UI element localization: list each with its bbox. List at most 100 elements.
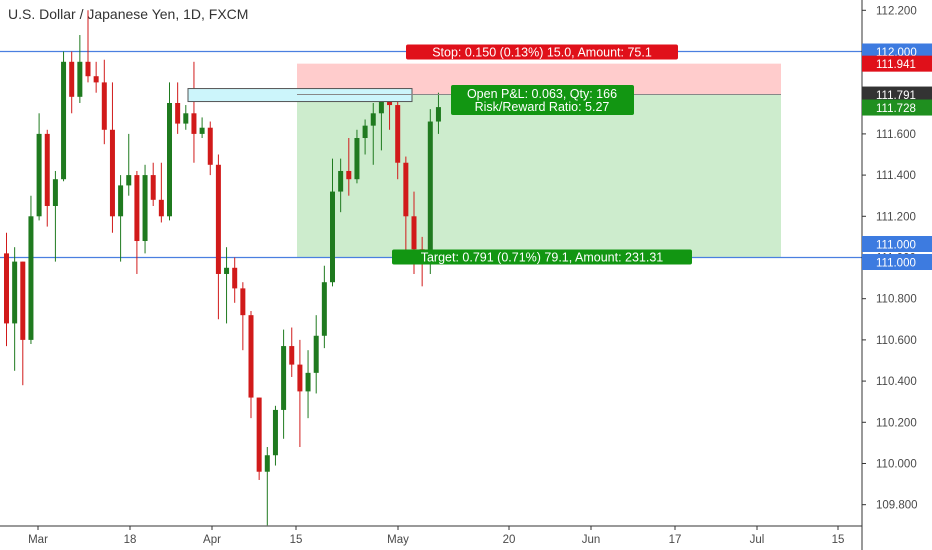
candle-body	[158, 199, 164, 217]
x-tick-label: May	[387, 534, 409, 546]
candle-body	[191, 113, 197, 134]
position-zones	[297, 63, 781, 258]
candle-body	[167, 102, 172, 217]
price-tag-text: 111.791	[876, 90, 916, 102]
price-tag: 111.728	[862, 99, 932, 116]
candle-body	[427, 121, 433, 254]
candle-body	[338, 170, 344, 192]
candle-body	[248, 315, 254, 398]
candle-body	[256, 397, 262, 472]
target-label-text: Target: 0.791 (0.71%) 79.1, Amount: 231.…	[421, 251, 664, 265]
candle-body	[240, 288, 246, 316]
y-tick-label: 110.600	[876, 335, 917, 347]
pnl-label-bg	[451, 85, 634, 115]
candle-body	[232, 267, 238, 289]
price-tag: 111.791	[862, 86, 932, 103]
candle-body	[346, 170, 352, 180]
candle-body	[362, 125, 368, 139]
candle-body	[134, 175, 140, 242]
candle-body	[85, 61, 91, 77]
target-label: Target: 0.791 (0.71%) 79.1, Amount: 231.…	[392, 249, 692, 265]
candle-body	[4, 253, 9, 324]
candle-body	[126, 175, 132, 186]
y-tick-label: 112.200	[876, 5, 917, 17]
candle-body	[150, 175, 156, 200]
y-tick-label: 111.600	[876, 129, 916, 141]
candle-body	[330, 191, 335, 283]
position-overlays: Stop: 0.150 (0.13%) 15.0, Amount: 75.1 Ta…	[187, 44, 781, 265]
candle-body	[264, 455, 270, 472]
stop-label-bg	[406, 44, 678, 60]
y-tick-label: 111.400	[876, 170, 916, 182]
price-tag: 111.000	[862, 254, 932, 270]
target-label-bg	[392, 249, 692, 265]
price-tag-bg	[862, 236, 932, 252]
chart-title: U.S. Dollar / Japanese Yen, 1D, FXCM	[8, 6, 249, 22]
price-tag: 111.000	[862, 236, 932, 252]
candle-body	[378, 100, 384, 114]
x-tick-label: 15	[832, 534, 845, 546]
target-zone	[297, 94, 781, 258]
x-tick-label: Jun	[582, 534, 601, 546]
x-tick-label: 20	[503, 534, 516, 546]
candle-body	[36, 133, 42, 217]
candle-body	[44, 133, 50, 206]
candle-body	[224, 267, 230, 274]
candles-group	[4, 10, 441, 526]
price-tag-bg	[862, 43, 932, 60]
candle-body	[321, 282, 327, 336]
price-tag-text: 111.000	[876, 258, 916, 270]
risk-reward-text: Risk/Reward Ratio: 5.27	[475, 100, 610, 114]
price-tag-text: 111.941	[876, 59, 916, 71]
candle-body	[183, 113, 189, 124]
candle-body	[52, 179, 58, 206]
candle-body	[395, 105, 401, 163]
candle-body	[411, 216, 417, 250]
candle-body	[281, 346, 287, 410]
price-tag-bg	[862, 86, 932, 103]
price-tags: 112.000111.941111.791111.728111.000111.0…	[862, 43, 932, 270]
price-tag-text: 111.000	[876, 240, 916, 252]
open-pnl-text: Open P&L: 0.063, Qty: 166	[467, 87, 617, 101]
x-tick-label: Jul	[750, 534, 765, 546]
y-tick-label: 110.000	[876, 458, 917, 470]
candle-body	[313, 335, 319, 373]
y-tick-label: 110.200	[876, 417, 917, 429]
stop-label-text: Stop: 0.150 (0.13%) 15.0, Amount: 75.1	[432, 46, 652, 60]
price-axis: 112.200112.000111.800111.600111.400111.2…	[861, 0, 918, 550]
x-tick-label: 18	[124, 534, 137, 546]
time-axis: Mar 18 Apr 15 May 20 Jun 17 Jul 15	[0, 525, 862, 546]
candle-body	[28, 216, 34, 340]
candle-body	[354, 138, 360, 180]
price-tag-bg	[862, 99, 932, 116]
price-tag-text: 111.728	[876, 103, 916, 115]
candle-body	[215, 164, 221, 274]
candle-body	[118, 185, 124, 217]
y-tick-label: 110.800	[876, 294, 917, 306]
price-tag-bg	[862, 254, 932, 270]
candle-body	[289, 346, 295, 365]
candle-body	[20, 261, 26, 340]
y-tick-label: 110.400	[876, 376, 917, 388]
candle-body	[199, 127, 205, 134]
x-tick-label: 17	[669, 534, 682, 546]
candle-body	[370, 113, 376, 126]
candle-body	[61, 61, 67, 180]
candle-body	[101, 82, 107, 130]
candle-body	[207, 127, 213, 165]
y-tick-label: 109.800	[876, 500, 918, 512]
price-tag-bg	[862, 55, 932, 72]
candle-body	[435, 107, 441, 122]
candle-body	[272, 409, 278, 456]
x-tick-label: 15	[290, 534, 303, 546]
x-tick-label: Mar	[28, 534, 48, 546]
price-tag: 111.941	[862, 55, 932, 72]
candle-body	[12, 261, 18, 324]
candle-body	[403, 162, 409, 217]
candle-body	[175, 102, 181, 124]
candle-body	[77, 61, 83, 97]
stop-label: Stop: 0.150 (0.13%) 15.0, Amount: 75.1	[406, 44, 678, 60]
candle-body	[109, 129, 115, 217]
